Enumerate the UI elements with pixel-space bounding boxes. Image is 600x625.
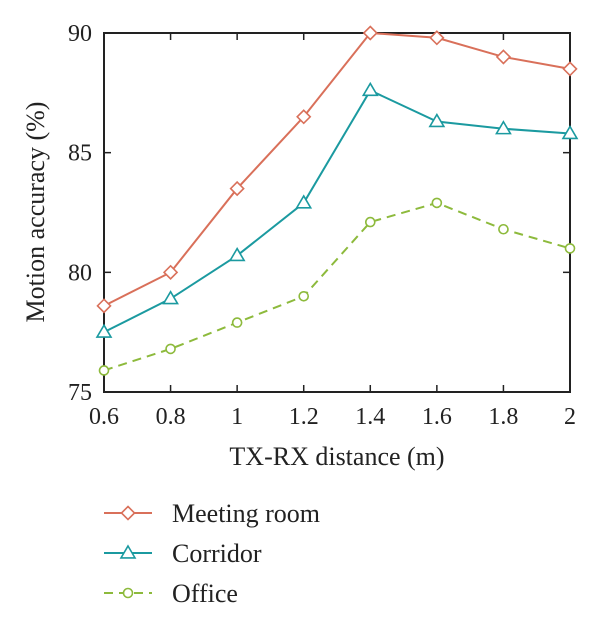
series-line [103, 201, 571, 372]
series-office [98, 197, 576, 376]
axis-ticks: 0.6 0.8 1 1.2 1.4 1.6 1.8 2 75 80 85 90 [68, 21, 576, 430]
y-tick-label: 75 [68, 380, 92, 406]
data-point-marker [495, 120, 512, 135]
data-point-marker [295, 194, 313, 209]
data-point-marker [361, 81, 379, 97]
x-tick-label: 1 [231, 404, 243, 430]
x-axis-label: TX-RX distance (m) [229, 442, 444, 471]
series-line [103, 31, 571, 307]
data-point-marker [162, 264, 179, 280]
data-point-marker [498, 223, 509, 235]
data-point-marker [162, 290, 179, 305]
data-point-marker [96, 298, 112, 314]
series-corridor [95, 81, 579, 338]
y-tick-label: 90 [68, 21, 92, 47]
data-point-marker [298, 290, 310, 302]
data-point-marker [428, 112, 446, 128]
data-point-marker [562, 61, 578, 77]
x-tick-label: 1.6 [422, 404, 452, 430]
data-point-marker [296, 109, 312, 125]
data-point-marker [98, 365, 110, 376]
data-point-marker [122, 587, 134, 599]
x-tick-label: 1.2 [289, 404, 319, 430]
data-point-marker [429, 30, 445, 46]
data-point-marker [431, 197, 443, 209]
data-point-marker [362, 25, 378, 41]
legend-item: Office [104, 579, 238, 608]
data-point-marker [120, 505, 136, 521]
legend-item: Meeting room [104, 499, 320, 528]
data-point-marker [228, 247, 246, 262]
data-point-marker [564, 243, 576, 254]
y-tick-label: 85 [68, 141, 92, 167]
series-group [95, 25, 579, 376]
series-meeting-room [96, 25, 578, 314]
x-tick-label: 2 [564, 404, 576, 430]
legend-item: Corridor [104, 539, 262, 568]
data-point-marker [561, 124, 579, 140]
legend: Meeting room Corridor Office [104, 499, 320, 608]
x-tick-label: 0.8 [156, 404, 186, 430]
data-point-marker [229, 180, 245, 197]
x-tick-label: 1.4 [355, 404, 385, 430]
y-axis-label: Motion accuracy (%) [21, 102, 50, 323]
x-tick-label: 1.8 [488, 404, 518, 430]
plot-frame [103, 32, 571, 393]
y-tick-label: 80 [68, 260, 92, 286]
data-point-marker [119, 544, 137, 559]
data-point-marker [495, 49, 512, 65]
legend-label: Office [172, 579, 238, 608]
legend-label: Corridor [172, 539, 262, 568]
data-point-marker [165, 343, 176, 355]
data-point-marker [95, 323, 113, 338]
x-tick-label: 0.6 [89, 404, 119, 430]
data-point-marker [231, 317, 243, 328]
series-line [103, 89, 571, 334]
legend-label: Meeting room [172, 499, 320, 528]
data-point-marker [364, 216, 376, 228]
